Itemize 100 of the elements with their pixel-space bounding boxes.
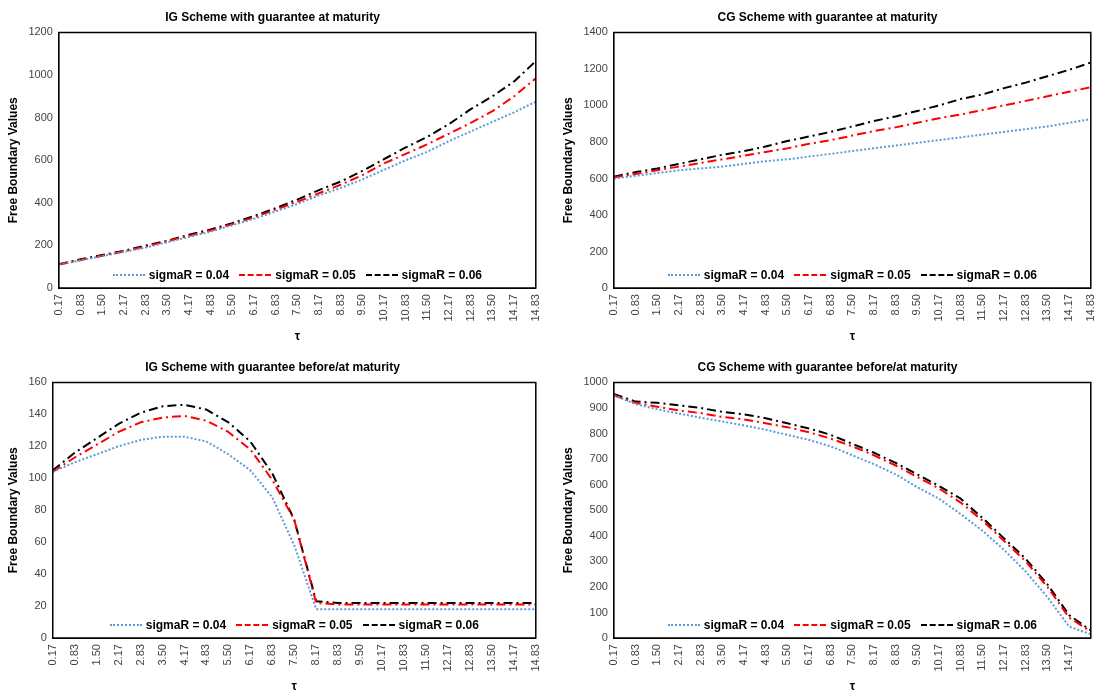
x-tick-label: 13.50: [485, 294, 498, 322]
x-tick-label: 8.17: [867, 644, 880, 666]
x-tick-label: 9.50: [353, 644, 366, 666]
y-axis-title: Free Boundary Values: [560, 96, 575, 224]
y-tick-label: 1400: [583, 25, 608, 38]
x-tick-label: 4.83: [199, 644, 212, 666]
x-tick-label: 0.83: [628, 294, 641, 316]
y-tick-label: 500: [589, 503, 608, 516]
x-tick-label: 6.83: [823, 644, 836, 666]
x-tick-label: 1.50: [89, 644, 102, 666]
y-tick-label: 120: [28, 439, 47, 452]
x-tick-label: 10.83: [397, 644, 410, 672]
x-tick-label: 11.50: [419, 644, 432, 671]
y-tick-label: 40: [34, 567, 47, 580]
x-axis-title: τ: [849, 329, 856, 344]
y-tick-label: 80: [34, 503, 47, 516]
x-tick-label: 9.50: [910, 644, 923, 666]
y-tick-label: 60: [34, 535, 47, 548]
x-tick-label: 14.17: [506, 644, 519, 672]
y-tick-label: 1000: [583, 98, 608, 111]
y-tick-label: 0: [40, 631, 47, 644]
x-tick-label: 4.83: [203, 294, 216, 316]
y-tick-label: 300: [589, 554, 608, 567]
y-tick-label: 600: [589, 477, 608, 490]
x-tick-label: 5.50: [225, 294, 238, 316]
legend-label: sigmaR = 0.06: [398, 618, 479, 633]
x-tick-label: 1.50: [95, 294, 108, 316]
x-tick-label: 12.17: [997, 294, 1010, 322]
x-tick-label: 2.83: [693, 294, 706, 316]
x-tick-label: 4.17: [736, 294, 749, 316]
x-tick-label: 0.83: [67, 644, 80, 666]
y-tick-label: 0: [46, 281, 53, 294]
legend-label: sigmaR = 0.06: [956, 268, 1037, 283]
x-tick-label: 6.83: [823, 294, 836, 316]
x-tick-label: 14.17: [1062, 294, 1075, 322]
x-tick-label: 10.17: [377, 294, 390, 322]
y-tick-label: 1000: [583, 375, 608, 388]
x-tick-label: 0.17: [45, 644, 58, 666]
x-tick-label: 8.83: [331, 644, 344, 666]
y-tick-label: 100: [28, 471, 47, 484]
x-tick-label: 5.50: [780, 294, 793, 316]
x-tick-label: 4.83: [758, 644, 771, 666]
x-tick-label: 0.83: [73, 294, 86, 316]
y-tick-label: 800: [589, 426, 608, 439]
x-tick-label: 11.50: [975, 644, 988, 671]
y-tick-label: 0: [601, 631, 608, 644]
y-tick-label: 400: [589, 528, 608, 541]
x-tick-label: 10.17: [932, 644, 945, 672]
x-tick-label: 12.83: [463, 294, 476, 322]
x-tick-label: 0.83: [628, 644, 641, 666]
y-tick-label: 800: [34, 110, 53, 123]
x-tick-label: 6.17: [243, 644, 256, 666]
x-tick-label: 1.50: [650, 294, 663, 316]
chart-title: CG Scheme with guarantee before/at maturity: [697, 359, 958, 374]
x-tick-label: 12.83: [462, 644, 475, 672]
y-tick-label: 600: [34, 153, 53, 166]
x-tick-label: 4.17: [177, 644, 190, 666]
y-tick-label: 0: [601, 281, 608, 294]
x-tick-label: 11.50: [975, 294, 988, 321]
legend-label: sigmaR = 0.04: [148, 268, 230, 283]
x-tick-label: 12.17: [997, 644, 1010, 672]
x-tick-label: 2.83: [133, 644, 146, 666]
y-tick-label: 600: [589, 171, 608, 184]
y-tick-label: 200: [34, 238, 53, 251]
y-tick-label: 100: [589, 605, 608, 618]
y-tick-label: 200: [589, 244, 608, 257]
x-tick-label: 0.17: [606, 644, 619, 666]
x-tick-label: 6.17: [247, 294, 260, 316]
y-tick-label: 200: [589, 579, 608, 592]
x-tick-label: 6.83: [268, 294, 281, 316]
x-tick-label: 7.50: [287, 644, 300, 666]
x-tick-label: 2.17: [116, 294, 129, 316]
chart-title: CG Scheme with guarantee at maturity: [717, 9, 938, 24]
x-tick-label: 10.17: [932, 294, 945, 322]
x-tick-label: 8.83: [333, 294, 346, 316]
x-tick-label: 7.50: [290, 294, 303, 316]
x-tick-label: 6.17: [802, 294, 815, 316]
y-tick-label: 800: [589, 135, 608, 148]
legend-label: sigmaR = 0.04: [703, 618, 785, 633]
x-tick-label: 0.17: [51, 294, 64, 316]
y-tick-label: 1200: [583, 61, 608, 74]
x-tick-label: 2.17: [671, 294, 684, 316]
legend-label: sigmaR = 0.05: [275, 268, 356, 283]
x-tick-label: 14.17: [507, 294, 520, 322]
x-tick-label: 12.17: [441, 644, 453, 672]
x-tick-label: 10.83: [398, 294, 411, 322]
x-tick-label: 4.17: [736, 644, 749, 666]
x-tick-label: 2.83: [693, 644, 706, 666]
x-tick-label: 6.83: [265, 644, 278, 666]
chart-title: IG Scheme with guarantee at maturity: [165, 9, 381, 24]
y-tick-label: 400: [34, 195, 53, 208]
x-tick-label: 14.83: [528, 644, 541, 672]
x-tick-label: 12.83: [1018, 294, 1031, 322]
x-tick-label: 9.50: [355, 294, 368, 316]
x-tick-label: 2.83: [138, 294, 151, 316]
x-tick-label: 3.50: [155, 644, 168, 666]
x-tick-label: 12.17: [442, 294, 455, 322]
y-tick-label: 400: [589, 208, 608, 221]
y-tick-label: 140: [28, 407, 47, 420]
x-tick-label: 13.50: [484, 644, 497, 672]
